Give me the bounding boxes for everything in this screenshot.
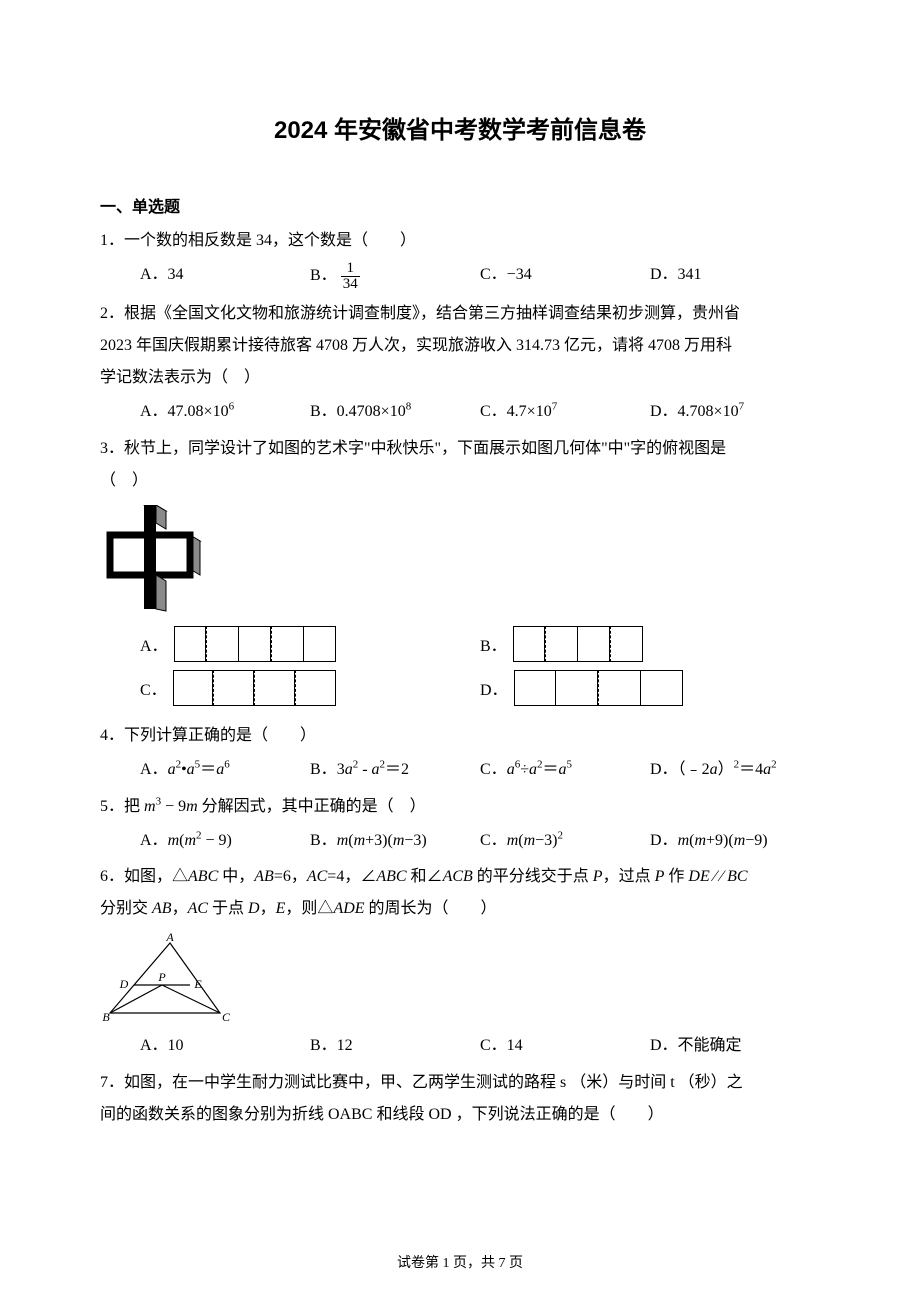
q2-d-sup: 7: [739, 401, 745, 413]
q6-label-a: A: [165, 933, 174, 944]
q5-opt-c: C．m(m−3)2: [480, 827, 650, 856]
q5-d-label: D．: [650, 832, 678, 849]
q2-opt-a: A．47.08×106: [140, 398, 310, 427]
q2-a-sup: 6: [229, 401, 235, 413]
q3-rect-c: [173, 670, 336, 706]
q6-line1: 6．如图，△ABC 中，AB=6，AC=4，∠ABC 和∠ACB 的平分线交于点…: [100, 861, 820, 893]
q6-line2: 分别交 AB，AC 于点 D，E，则△ADE 的周长为（ ）: [100, 893, 820, 925]
q2-d-pre: D．4.708×10: [650, 403, 739, 420]
q3-rect-d: [514, 670, 683, 706]
q6-l1-pre: 6．如图，: [100, 868, 172, 885]
q6-label-b: B: [102, 1010, 110, 1024]
q5-opt-b: B．m(m+3)(m−3): [310, 827, 480, 856]
question-4: 4．下列计算正确的是（ ）: [100, 720, 820, 752]
q4-b-label: B．: [310, 761, 337, 778]
q1-b-den: 34: [341, 277, 360, 292]
exam-title: 2024 年安徽省中考数学考前信息卷: [100, 110, 820, 145]
q3-d-label: D．: [480, 676, 508, 700]
q6-l1-mid: 中，: [218, 868, 254, 885]
q5-c-label: C．: [480, 832, 507, 849]
q5-options: A．m(m2 − 9) B．m(m+3)(m−3) C．m(m−3)2 D．m(…: [140, 827, 820, 856]
q3-c-label: C．: [140, 676, 167, 700]
q5-stem-pre: 5．把: [100, 798, 144, 815]
q4-opt-d: D．（﹣2a）2＝4a2: [650, 756, 820, 785]
q6-options: A．10 B．12 C．14 D．不能确定: [140, 1032, 820, 1061]
q5-opt-d: D．m(m+9)(m−9): [650, 827, 820, 856]
q2-c-pre: C．4.7×10: [480, 403, 552, 420]
q3-options: A． B． C． D．: [140, 626, 820, 714]
q4-opt-b: B．3a2 - a2＝2: [310, 756, 480, 785]
q3-b-label: B．: [480, 632, 507, 656]
q7-line1: 7．如图，在一中学生耐力测试比赛中，甲、乙两学生测试的路程 s （米）与时间 t…: [100, 1067, 820, 1099]
question-7: 7．如图，在一中学生耐力测试比赛中，甲、乙两学生测试的路程 s （米）与时间 t…: [100, 1067, 820, 1131]
page-footer: 试卷第 1 页，共 7 页: [0, 1252, 920, 1272]
q4-c-label: C．: [480, 761, 507, 778]
q4-options: A．a2•a5＝a6 B．3a2 - a2＝2 C．a6÷a2＝a5 D．（﹣2…: [140, 756, 820, 785]
q1-opt-b: B． 1 34: [310, 261, 480, 292]
q3-line1: 3．秋节上，同学设计了如图的艺术字"中秋快乐"，下面展示如图几何体"中"字的俯视…: [100, 433, 820, 465]
q5-opt-a: A．m(m2 − 9): [140, 827, 310, 856]
question-6: 6．如图，△ABC 中，AB=6，AC=4，∠ABC 和∠ACB 的平分线交于点…: [100, 861, 820, 925]
q3-opt-a: A．: [140, 626, 480, 662]
q1-b-num: 1: [341, 261, 360, 277]
zhong-3d-figure: [100, 505, 210, 615]
q2-line2: 2023 年国庆假期累计接待旅客 4708 万人次，实现旅游收入 314.73 …: [100, 330, 820, 362]
q6-opt-a: A．10: [140, 1032, 310, 1061]
q5-a-label: A．: [140, 832, 168, 849]
q6-label-d: D: [119, 977, 129, 991]
q5-stem: 5．把 m3 − 9m 分解因式，其中正确的是（ ）: [100, 791, 820, 823]
q6-opt-d: D．不能确定: [650, 1032, 820, 1061]
q6-triangle-figure: A D E P B C: [100, 933, 240, 1025]
question-5: 5．把 m3 − 9m 分解因式，其中正确的是（ ）: [100, 791, 820, 823]
q3-a-label: A．: [140, 632, 168, 656]
q1-options: A．34 B． 1 34 C．−34 D．341: [140, 261, 820, 292]
q3-opt-d: D．: [480, 670, 820, 706]
question-3: 3．秋节上，同学设计了如图的艺术字"中秋快乐"，下面展示如图几何体"中"字的俯视…: [100, 433, 820, 497]
q3-rect-a: [174, 626, 336, 662]
question-1: 1．一个数的相反数是 34，这个数是（ ）: [100, 225, 820, 257]
q3-line2: （ ）: [100, 465, 820, 497]
q6-l2-end: 的周长为（ ）: [365, 900, 497, 917]
q4-a-label: A．: [140, 761, 168, 778]
q5-stem-post: 分解因式，其中正确的是（ ）: [198, 798, 426, 815]
q2-options: A．47.08×106 B．0.4708×108 C．4.7×107 D．4.7…: [140, 398, 820, 427]
q6-label-p: P: [157, 970, 166, 984]
q2-line3: 学记数法表示为（ ）: [100, 362, 820, 394]
q1-stem: 1．一个数的相反数是 34，这个数是（ ）: [100, 225, 820, 257]
section-heading: 一、单选题: [100, 193, 820, 217]
q7-line2: 间的函数关系的图象分别为折线 OABC 和线段 OD ，下列说法正确的是（ ）: [100, 1099, 820, 1131]
q1-opt-a: A．34: [140, 261, 310, 292]
q2-opt-c: C．4.7×107: [480, 398, 650, 427]
q6-label-c: C: [222, 1010, 231, 1024]
q2-b-pre: B．0.4708×10: [310, 403, 406, 420]
q6-label-e: E: [193, 977, 202, 991]
q1-b-fraction: 1 34: [341, 261, 360, 292]
q6-l2-mid: 于点: [208, 900, 248, 917]
q3-opt-c: C．: [140, 670, 480, 706]
q6-l2-pre: 分别交: [100, 900, 152, 917]
q6-l2-post: ，则: [285, 900, 317, 917]
q2-b-sup: 8: [406, 401, 412, 413]
q5-b-label: B．: [310, 832, 337, 849]
q3-rect-b: [513, 626, 643, 662]
q6-opt-c: C．14: [480, 1032, 650, 1061]
q2-line1: 2．根据《全国文化文物和旅游统计调查制度》，结合第三方抽样调查结果初步测算，贵州…: [100, 298, 820, 330]
q2-opt-b: B．0.4708×108: [310, 398, 480, 427]
q4-d-label: D．: [650, 761, 678, 778]
q2-opt-d: D．4.708×107: [650, 398, 820, 427]
question-2: 2．根据《全国文化文物和旅游统计调查制度》，结合第三方抽样调查结果初步测算，贵州…: [100, 298, 820, 394]
q1-opt-c: C．−34: [480, 261, 650, 292]
q2-a-pre: A．47.08×10: [140, 403, 229, 420]
q6-opt-b: B．12: [310, 1032, 480, 1061]
q3-opt-b: B．: [480, 626, 820, 662]
q1-opt-d: D．341: [650, 261, 820, 292]
q2-c-sup: 7: [552, 401, 558, 413]
q4-opt-c: C．a6÷a2＝a5: [480, 756, 650, 785]
q4-opt-a: A．a2•a5＝a6: [140, 756, 310, 785]
q1-b-prefix: B．: [310, 267, 337, 284]
q4-stem: 4．下列计算正确的是（ ）: [100, 720, 820, 752]
